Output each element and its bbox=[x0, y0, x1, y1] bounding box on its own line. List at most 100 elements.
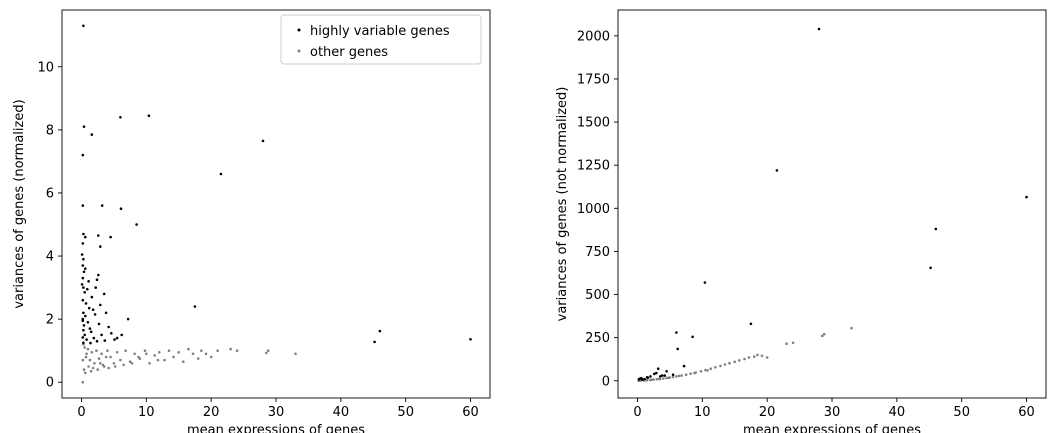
highly-variable-gene-point bbox=[99, 303, 102, 307]
legend-entry: highly variable genes bbox=[310, 24, 450, 39]
highly-variable-gene-point bbox=[91, 308, 95, 312]
other-gene-point bbox=[743, 357, 746, 361]
legend-box bbox=[280, 14, 482, 65]
y-tick-label: 10 bbox=[37, 60, 54, 75]
highly-variable-gene-point bbox=[81, 336, 85, 339]
x-tick-label: 40 bbox=[333, 405, 350, 420]
chart-right: 0 10 20 30 40 50 60 0 250 500 750 1000 1250 1500 1750 2… bbox=[555, 9, 1047, 433]
y-tick-label: 2000 bbox=[577, 29, 610, 44]
highly-variable-gene-point bbox=[88, 327, 92, 330]
y-axis-label: variances of genes (normalized) bbox=[12, 99, 27, 308]
highly-variable-gene-point bbox=[82, 24, 85, 28]
highly-variable-gene-point bbox=[97, 322, 101, 326]
y-tick-label: 250 bbox=[585, 331, 610, 346]
highly-variable-gene-point bbox=[104, 311, 108, 315]
highly-variable-gene-point bbox=[655, 371, 658, 375]
other-gene-point bbox=[143, 349, 147, 353]
other-gene-point bbox=[785, 342, 788, 346]
other-gene-point bbox=[719, 364, 722, 368]
highly-variable-gene-point bbox=[84, 235, 87, 239]
other-gene-point bbox=[650, 378, 653, 382]
highly-variable-gene-point bbox=[82, 257, 85, 261]
other-gene-point bbox=[850, 326, 853, 330]
other-gene-point bbox=[167, 349, 171, 353]
highly-variable-gene-point bbox=[817, 27, 821, 31]
highly-variable-gene-point bbox=[90, 133, 94, 136]
other-gene-point bbox=[738, 359, 741, 362]
highly-variable-gene-point bbox=[110, 332, 113, 335]
y-tick-label: 4 bbox=[46, 250, 54, 265]
y-tick-label: 0 bbox=[602, 374, 610, 389]
highly-variable-gene-point bbox=[82, 125, 86, 128]
highly-variable-gene-point bbox=[671, 373, 675, 377]
axes-frame bbox=[617, 9, 1047, 399]
other-gene-point bbox=[196, 357, 200, 360]
other-gene-point bbox=[709, 367, 712, 371]
highly-variable-gene-point bbox=[89, 341, 92, 345]
highly-variable-gene-point bbox=[115, 336, 119, 340]
axes-frame bbox=[61, 9, 491, 399]
other-gene-point bbox=[100, 352, 103, 356]
other-gene-point bbox=[671, 375, 675, 379]
highly-variable-gene-point bbox=[1025, 195, 1028, 199]
highly-variable-gene-point bbox=[81, 204, 85, 207]
highly-variable-gene-point bbox=[83, 333, 86, 337]
highly-variable-gene-point bbox=[261, 139, 265, 143]
other-gene-point bbox=[91, 366, 95, 370]
other-gene-point bbox=[122, 363, 125, 367]
y-tick-label: 500 bbox=[585, 288, 610, 303]
highly-variable-gene-point bbox=[676, 347, 679, 351]
highly-variable-gene-point bbox=[109, 235, 112, 239]
y-tick-label: 1250 bbox=[577, 159, 610, 174]
other-gene-point bbox=[684, 373, 688, 377]
highly-variable-gene-point bbox=[90, 295, 94, 299]
highly-variable-gene-point bbox=[126, 317, 130, 321]
other-gene-point bbox=[667, 376, 670, 380]
y-tick-label: 0 bbox=[46, 376, 54, 391]
y-tick-label: 6 bbox=[46, 186, 54, 201]
highly-variable-gene-point bbox=[97, 234, 100, 237]
other-gene-point bbox=[680, 374, 683, 377]
other-gene-point bbox=[677, 374, 681, 378]
other-gene-point bbox=[83, 346, 86, 349]
other-gene-point bbox=[130, 362, 134, 365]
other-gene-point bbox=[723, 363, 727, 366]
other-gene-point bbox=[265, 351, 268, 355]
other-gene-point bbox=[148, 362, 151, 365]
other-gene-point bbox=[693, 371, 696, 375]
other-gene-point bbox=[657, 377, 661, 381]
x-tick-label: 60 bbox=[1018, 405, 1035, 420]
highly-variable-gene-point bbox=[665, 370, 668, 373]
other-gene-point bbox=[87, 365, 90, 368]
highly-variable-gene-point bbox=[646, 376, 650, 380]
other-gene-point bbox=[124, 349, 127, 353]
other-gene-point bbox=[791, 341, 795, 345]
other-gene-point bbox=[765, 356, 769, 359]
other-gene-point bbox=[88, 358, 92, 362]
other-gene-point bbox=[163, 358, 166, 362]
highly-variable-gene-point bbox=[80, 253, 84, 256]
highly-variable-gene-point bbox=[135, 223, 138, 226]
highly-variable-gene-point bbox=[87, 280, 90, 283]
other-gene-point bbox=[728, 361, 731, 365]
highly-variable-gene-point bbox=[81, 317, 85, 321]
highly-variable-gene-point bbox=[85, 338, 88, 341]
other-gene-point bbox=[294, 352, 297, 356]
highly-variable-gene-point bbox=[107, 325, 110, 329]
highly-variable-gene-point bbox=[100, 333, 103, 337]
y-tick-label: 750 bbox=[585, 245, 610, 260]
highly-variable-gene-point bbox=[82, 232, 85, 236]
other-gene-point bbox=[156, 358, 160, 362]
highly-variable-gene-point bbox=[653, 372, 656, 376]
other-gene-point bbox=[89, 369, 93, 373]
other-gene-point bbox=[235, 349, 239, 353]
highly-variable-gene-point bbox=[691, 335, 694, 339]
x-tick-label: 10 bbox=[138, 405, 155, 420]
other-gene-point bbox=[821, 334, 824, 338]
highly-variable-gene-point bbox=[84, 267, 87, 271]
highly-variable-gene-point bbox=[83, 291, 86, 294]
highly-variable-gene-point bbox=[89, 330, 93, 334]
other-gene-point bbox=[216, 349, 219, 353]
y-tick-label: 1500 bbox=[577, 116, 610, 131]
